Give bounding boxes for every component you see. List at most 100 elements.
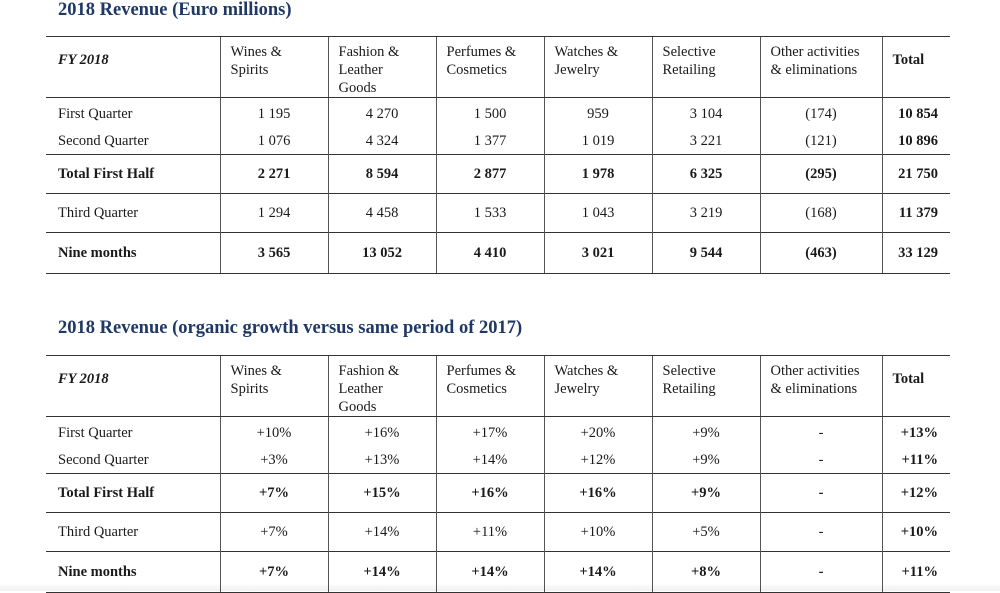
row-label: Nine months bbox=[46, 232, 220, 274]
cell-perfumes-cosmetics: +14% bbox=[435, 447, 544, 474]
column-header-selective-retailing: Selective Retailing bbox=[651, 355, 760, 417]
cell-watches-jewelry: 959 bbox=[543, 97, 652, 128]
cell-wines-spirits: +10% bbox=[219, 416, 328, 447]
cell-watches-jewelry: +12% bbox=[543, 447, 652, 474]
table-row: Third Quarter +7% +14% +11% +10% +5% - +10% bbox=[46, 512, 950, 552]
cell-watches-jewelry: +20% bbox=[543, 416, 652, 447]
column-header-wines-spirits: Wines & Spirits bbox=[219, 36, 328, 98]
column-header-line: Other activities bbox=[770, 44, 860, 60]
column-header-perfumes-cosmetics: Perfumes & Cosmetics bbox=[435, 355, 544, 417]
cell-selective-retailing: 3 221 bbox=[651, 128, 760, 155]
table-row: Second Quarter 1 076 4 324 1 377 1 019 3 221(… bbox=[46, 128, 950, 155]
cell-wines-spirits: 3 565 bbox=[219, 232, 328, 274]
cell-watches-jewelry: 3 021 bbox=[543, 232, 652, 274]
column-header-other-activities: Other activities & eliminations bbox=[759, 355, 882, 417]
cell-other-activities: (121) bbox=[759, 128, 882, 155]
cell-perfumes-cosmetics: 1 377 bbox=[435, 128, 544, 155]
cell-selective-retailing: 3 219 bbox=[651, 193, 760, 233]
column-header-line: Retailing bbox=[662, 381, 716, 397]
cell-watches-jewelry: +10% bbox=[543, 512, 652, 552]
cell-selective-retailing: +9% bbox=[651, 416, 760, 447]
cell-perfumes-cosmetics: 1 500 bbox=[435, 97, 544, 128]
column-header-line: Goods bbox=[338, 80, 377, 96]
cell-watches-jewelry: 1 019 bbox=[543, 128, 652, 155]
cell-total: 33 129 bbox=[881, 232, 950, 274]
cell-perfumes-cosmetics: +17% bbox=[435, 416, 544, 447]
cell-selective-retailing: 6 325 bbox=[651, 154, 760, 194]
cell-other-activities: - bbox=[759, 447, 882, 474]
column-header-watches-jewelry: Watches & Jewelry bbox=[543, 36, 652, 98]
column-header-line: Selective bbox=[662, 44, 716, 60]
cell-other-activities: - bbox=[759, 473, 882, 513]
cell-total: +10% bbox=[881, 512, 950, 552]
cell-selective-retailing: +9% bbox=[651, 447, 760, 474]
column-header-line: Fashion & bbox=[338, 363, 400, 379]
cell-other-activities: (463) bbox=[759, 232, 882, 274]
column-header-line: Watches & bbox=[554, 363, 619, 379]
cell-wines-spirits: 1 076 bbox=[219, 128, 328, 155]
column-header-line: Leather bbox=[338, 381, 383, 397]
row-label: Total First Half bbox=[46, 154, 220, 194]
table-row: First Quarter +10% +16% +17% +20% +9% - +13% bbox=[46, 416, 950, 447]
fy-header: FY 2018 bbox=[46, 36, 220, 98]
column-header-watches-jewelry: Watches & Jewelry bbox=[543, 355, 652, 417]
column-header-line: Other activities bbox=[770, 363, 860, 379]
column-header-line: & eliminations bbox=[770, 381, 858, 397]
cell-fashion-leather-goods: 4 324 bbox=[327, 128, 436, 155]
cell-fashion-leather-goods: 13 052 bbox=[327, 232, 436, 274]
organic-growth-table: FY 2018 Wines & Spirits Fashion & Leather Goo… bbox=[46, 355, 950, 593]
cell-selective-retailing: +8% bbox=[651, 551, 760, 593]
cell-other-activities: (174) bbox=[759, 97, 882, 128]
cell-wines-spirits: +7% bbox=[219, 551, 328, 593]
revenue-table: FY 2018 Wines & Spirits Fashion & Leather Goo… bbox=[46, 36, 950, 274]
column-header-line: Jewelry bbox=[554, 62, 600, 78]
cell-fashion-leather-goods: 8 594 bbox=[327, 154, 436, 194]
cell-watches-jewelry: 1 043 bbox=[543, 193, 652, 233]
column-header-line: Selective bbox=[662, 363, 716, 379]
cell-wines-spirits: +7% bbox=[219, 473, 328, 513]
column-header-line: Perfumes & bbox=[446, 44, 517, 60]
column-header-fashion-leather-goods: Fashion & Leather Goods bbox=[327, 36, 436, 98]
cell-other-activities: - bbox=[759, 416, 882, 447]
cell-total: 11 379 bbox=[881, 193, 950, 233]
row-label: Second Quarter bbox=[58, 132, 149, 149]
column-header-line: Spirits bbox=[230, 62, 269, 78]
row-label: First Quarter bbox=[58, 424, 133, 441]
column-header-line: Fashion & bbox=[338, 44, 400, 60]
cell-wines-spirits: 1 195 bbox=[219, 97, 328, 128]
column-header-line: & eliminations bbox=[770, 62, 858, 78]
table-row: Total First Half 2 271 8 594 2 877 1 978 6 32… bbox=[46, 154, 950, 194]
row-label: Nine months bbox=[46, 551, 220, 593]
cell-other-activities: - bbox=[759, 551, 882, 593]
cell-fashion-leather-goods: +14% bbox=[327, 512, 436, 552]
row-label: Total First Half bbox=[46, 473, 220, 513]
column-header-line: Leather bbox=[338, 62, 383, 78]
column-header-line: Spirits bbox=[230, 381, 269, 397]
column-header-line: Watches & bbox=[554, 44, 619, 60]
cell-selective-retailing: +9% bbox=[651, 473, 760, 513]
cell-perfumes-cosmetics: +11% bbox=[435, 512, 544, 552]
cell-total: +12% bbox=[881, 473, 950, 513]
column-header-selective-retailing: Selective Retailing bbox=[651, 36, 760, 98]
cell-wines-spirits: +3% bbox=[219, 447, 328, 474]
page-bottom-shadow bbox=[0, 583, 1000, 591]
column-header-line: Perfumes & bbox=[446, 363, 517, 379]
column-header-total: Total bbox=[881, 36, 950, 98]
column-header-line: Jewelry bbox=[554, 381, 600, 397]
table-row: Second Quarter +3% +13% +14% +12% +9% - +11% bbox=[46, 447, 950, 474]
cell-wines-spirits: 1 294 bbox=[219, 193, 328, 233]
column-header-total: Total bbox=[881, 355, 950, 417]
column-header-line: Cosmetics bbox=[446, 381, 507, 397]
cell-fashion-leather-goods: +16% bbox=[327, 416, 436, 447]
column-header-line: Wines & bbox=[230, 363, 282, 379]
cell-total: 21 750 bbox=[881, 154, 950, 194]
column-header-perfumes-cosmetics: Perfumes & Cosmetics bbox=[435, 36, 544, 98]
cell-fashion-leather-goods: +13% bbox=[327, 447, 436, 474]
cell-other-activities: - bbox=[759, 512, 882, 552]
column-header-line: Cosmetics bbox=[446, 62, 507, 78]
row-label: Third Quarter bbox=[46, 193, 220, 233]
cell-fashion-leather-goods: +15% bbox=[327, 473, 436, 513]
cell-perfumes-cosmetics: +14% bbox=[435, 551, 544, 593]
column-header-other-activities: Other activities & eliminations bbox=[759, 36, 882, 98]
row-label: Third Quarter bbox=[46, 512, 220, 552]
